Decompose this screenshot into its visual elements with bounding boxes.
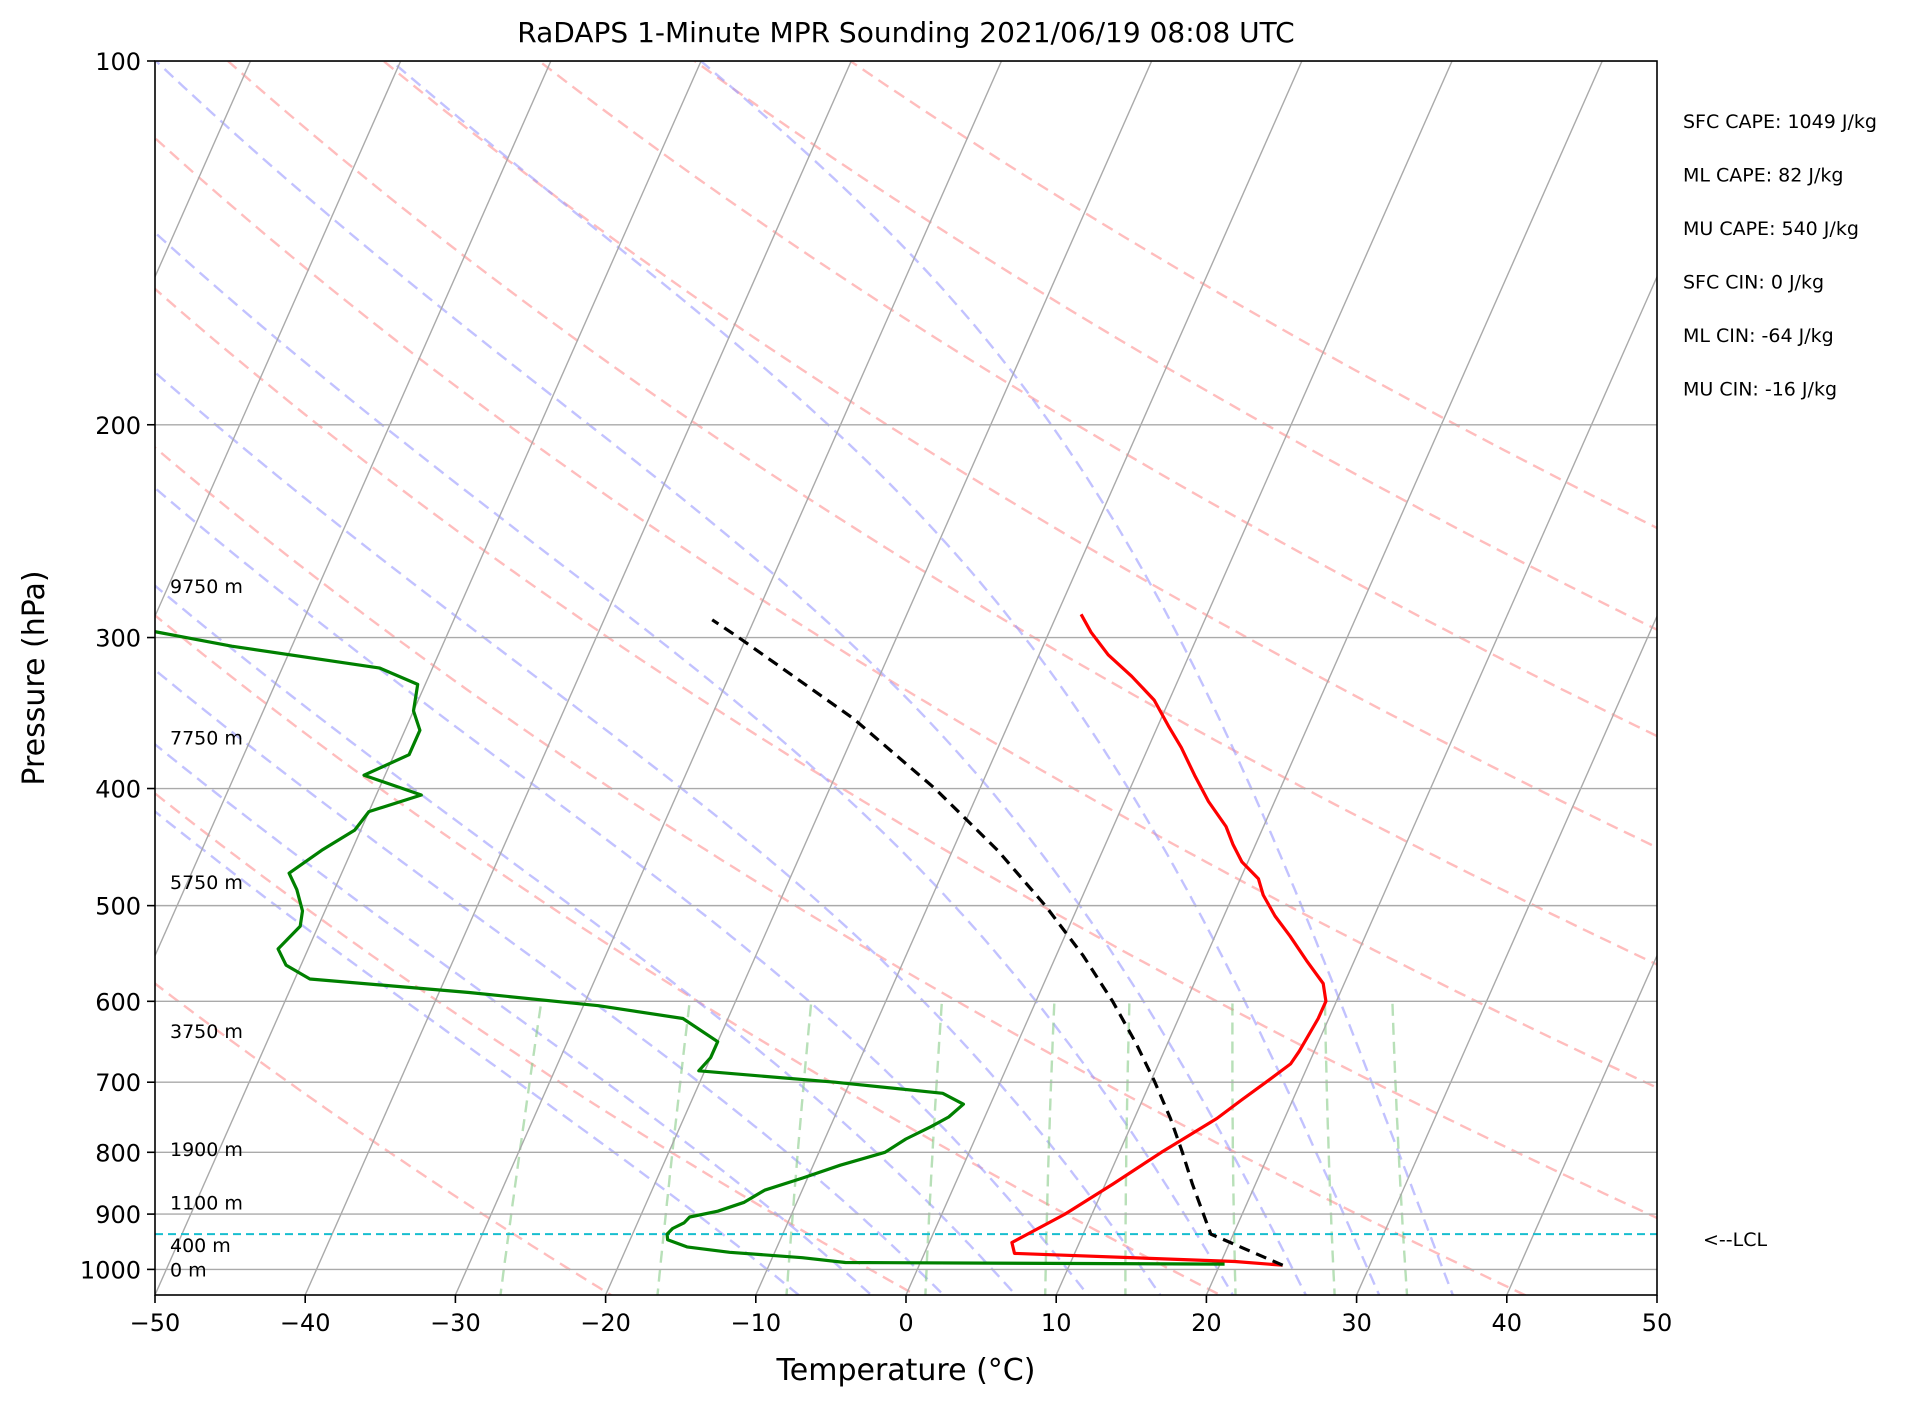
x-tick-label: −40	[280, 1309, 331, 1337]
isotherm	[1796, 6, 1925, 1320]
temperature-line	[1010, 613, 1328, 1267]
moist-adiabat	[155, 742, 874, 1295]
x-tick-label: 20	[1191, 1309, 1222, 1337]
dewpoint-line	[155, 630, 1225, 1266]
x-tick-label: 30	[1341, 1309, 1372, 1337]
parcel-path-line	[711, 618, 1284, 1267]
y-tick-label: 200	[95, 412, 141, 440]
index-label: MU CAPE: 540 J/kg	[1683, 218, 1859, 240]
isotherm	[1506, 953, 1657, 1295]
y-tick-label: 300	[95, 625, 141, 653]
dry-adiabat	[692, 61, 1657, 632]
profiles-group	[155, 613, 1328, 1267]
height-label: 400 m	[170, 1235, 231, 1257]
y-tick-label: 500	[95, 893, 141, 921]
lcl-label: <--LCL	[1703, 1229, 1767, 1251]
moist-adiabat	[155, 370, 1162, 1295]
y-tick-label: 800	[95, 1139, 141, 1167]
x-tick-label: 50	[1642, 1309, 1673, 1337]
height-label: 1100 m	[170, 1192, 243, 1214]
mixing-ratio-line	[785, 1001, 813, 1295]
isotherm	[755, 61, 1303, 1295]
moist-adiabat	[155, 810, 801, 1295]
index-label: MU CIN: -16 J/kg	[1683, 379, 1837, 401]
dry-adiabat	[155, 613, 1223, 1295]
dry-adiabat	[155, 791, 919, 1295]
isotherm	[1355, 614, 1657, 1295]
mixing-ratio-line	[656, 1001, 691, 1295]
y-tick-label: 600	[95, 988, 141, 1016]
height-label: 0 m	[170, 1259, 207, 1281]
chart-title: RaDAPS 1-Minute MPR Sounding 2021/06/19 …	[517, 16, 1294, 49]
y-tick-label: 400	[95, 776, 141, 804]
height-label: 9750 m	[170, 576, 243, 598]
isotherm	[155, 61, 702, 1295]
dry-adiabat	[226, 61, 1657, 966]
height-label: 1900 m	[170, 1139, 243, 1161]
isotherm	[1656, 1293, 1657, 1295]
y-tick-label: 900	[95, 1201, 141, 1229]
moist-adiabat	[155, 230, 1235, 1295]
y-tick-label: 1000	[80, 1256, 141, 1284]
dry-adiabat	[155, 446, 1528, 1295]
x-tick-label: −50	[130, 1309, 181, 1337]
isotherm	[304, 61, 853, 1295]
mixing-ratio-line	[1323, 1001, 1336, 1295]
isotherm	[1055, 61, 1604, 1295]
isotherm	[155, 61, 252, 279]
x-tick-label: 0	[898, 1309, 913, 1337]
isotherm	[155, 61, 402, 618]
x-tick-label: 10	[1041, 1309, 1072, 1337]
x-tick-label: 40	[1492, 1309, 1523, 1337]
dry-adiabat	[537, 61, 1657, 738]
mixing-ratio-line	[1391, 1001, 1409, 1295]
isotherm	[1205, 275, 1657, 1295]
isotherm	[155, 61, 552, 958]
x-tick-label: −30	[430, 1309, 481, 1337]
index-label: SFC CIN: 0 J/kg	[1683, 272, 1824, 294]
height-label: 3750 m	[170, 1021, 243, 1043]
y-tick-label: 100	[95, 48, 141, 76]
dry-adiabat	[381, 61, 1657, 849]
moist-adiabat	[700, 61, 1455, 1295]
mixing-ratio-line	[499, 1001, 543, 1295]
height-label: 5750 m	[170, 872, 243, 894]
dry-adiabat	[155, 982, 614, 1295]
height-label: 7750 m	[170, 728, 243, 750]
axes-group: −50 −40 −30 −20 −10 0 10 20 30 40 50 100 200 300 400 50…	[80, 48, 1672, 1337]
x-tick-label: −20	[580, 1309, 631, 1337]
y-tick-label: 700	[95, 1069, 141, 1097]
index-label: ML CIN: -64 J/kg	[1683, 325, 1834, 347]
mixing-ratio-line	[1044, 1001, 1056, 1295]
isotherm	[604, 61, 1153, 1295]
mixing-ratio-line	[1124, 1001, 1131, 1295]
dry-adiabat	[155, 287, 1657, 1220]
isotherm	[905, 61, 1453, 1295]
mixing-ratio-line	[924, 1001, 944, 1295]
dry-adiabat	[848, 61, 1657, 530]
moist-adiabat	[155, 668, 946, 1295]
moist-adiabat	[155, 486, 1090, 1295]
index-label: ML CAPE: 82 J/kg	[1683, 165, 1843, 187]
x-axis-label: Temperature (°C)	[776, 1353, 1036, 1388]
grid-group	[155, 6, 1925, 1320]
isotherm	[454, 61, 1003, 1295]
y-axis-label: Pressure (hPa)	[17, 570, 52, 785]
index-label: SFC CAPE: 1049 J/kg	[1683, 111, 1877, 133]
dry-adiabat	[155, 136, 1657, 1090]
moist-adiabat	[390, 61, 1381, 1295]
mixing-ratio-line	[1231, 1001, 1237, 1295]
x-tick-label: −10	[730, 1309, 781, 1337]
